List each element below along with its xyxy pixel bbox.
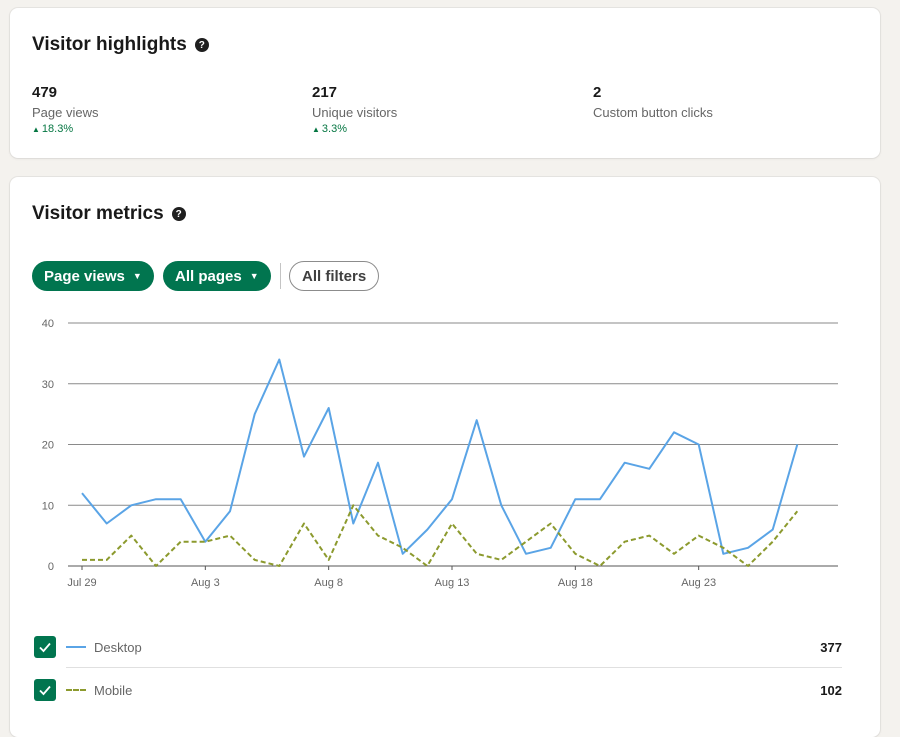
legend-total: 102: [820, 682, 842, 698]
stat-change: ▲ 18.3%: [32, 123, 98, 135]
x-tick-label: Aug 18: [558, 577, 593, 589]
legend-total: 377: [820, 639, 842, 655]
y-tick-label: 30: [42, 379, 54, 391]
stat-value: 2: [593, 84, 602, 101]
metric-dropdown-label: Page views: [44, 267, 125, 285]
legend-name: Desktop: [94, 639, 142, 655]
stat-label: Custom button clicks: [593, 105, 713, 120]
all-filters-button[interactable]: All filters: [289, 261, 380, 291]
stat-change-value: 3.3%: [321, 123, 347, 135]
question-circle-icon[interactable]: ?: [194, 38, 209, 52]
highlights-title: Visitor highlights: [32, 34, 187, 55]
checkmark-icon: [39, 642, 51, 653]
mobile-checkbox[interactable]: [34, 679, 56, 701]
series-line-mobile[interactable]: [82, 504, 799, 567]
x-tick-label: Aug 13: [435, 577, 470, 589]
metrics-title-row: Visitor metrics ?: [32, 203, 186, 225]
filter-divider: [280, 263, 281, 289]
stat-page-views: 479 Page views ▲ 18.3%: [32, 84, 98, 135]
metrics-title: Visitor metrics: [32, 203, 164, 224]
stat-unique-visitors: 217 Unique visitors ▲ 3.3%: [312, 84, 397, 135]
pages-dropdown[interactable]: All pages ▼: [163, 261, 271, 291]
stat-change-value: 18.3%: [41, 123, 74, 135]
visitor-line-chart: 0 10 20 30 40 Jul 29 Aug 3 Aug 8 Aug 13 Aug 18 Aug…: [42, 318, 838, 589]
series-line-desktop[interactable]: [81, 358, 799, 555]
x-tick-label: Jul 29: [67, 577, 96, 589]
legend-name: Mobile: [94, 682, 133, 698]
y-tick-label: 20: [42, 440, 54, 452]
stat-label: Unique visitors: [312, 105, 398, 120]
x-tick-label: Aug 3: [191, 577, 220, 589]
stat-value: 217: [312, 84, 338, 101]
metric-dropdown[interactable]: Page views ▼: [32, 261, 154, 291]
mobile-line-swatch: [66, 689, 86, 691]
caret-down-icon: ▼: [132, 271, 142, 281]
x-tick-label: Aug 8: [314, 577, 343, 589]
visitor-highlights-card: Visitor highlights ? 479 Page views ▲ 18…: [10, 8, 880, 158]
stat-change: ▲ 3.3%: [312, 123, 397, 135]
all-filters-label: All filters: [302, 267, 367, 285]
pages-dropdown-label: All pages: [175, 267, 242, 285]
stat-label: Page views: [32, 105, 99, 120]
y-tick-label: 0: [48, 561, 54, 573]
stat-value: 479: [32, 84, 58, 101]
legend-row-mobile: Mobile 102: [34, 677, 842, 703]
legend-row-desktop: Desktop 377: [34, 634, 842, 660]
desktop-line-swatch: [66, 646, 86, 648]
arrow-up-icon: ▲: [312, 124, 320, 134]
visitor-metrics-card: Visitor metrics ? Page views ▼ All pages…: [10, 177, 880, 737]
caret-down-icon: ▼: [249, 271, 259, 281]
stat-custom-button-clicks: 2 Custom button clicks: [593, 84, 713, 120]
y-tick-label: 40: [42, 318, 54, 330]
question-circle-icon[interactable]: ?: [171, 207, 186, 221]
checkmark-icon: [39, 685, 51, 696]
arrow-up-icon: ▲: [32, 124, 40, 134]
y-tick-label: 10: [42, 500, 54, 512]
x-tick-label: Aug 23: [681, 577, 716, 589]
legend-divider: [66, 667, 842, 668]
highlights-title-row: Visitor highlights ?: [32, 34, 209, 56]
desktop-checkbox[interactable]: [34, 636, 56, 658]
